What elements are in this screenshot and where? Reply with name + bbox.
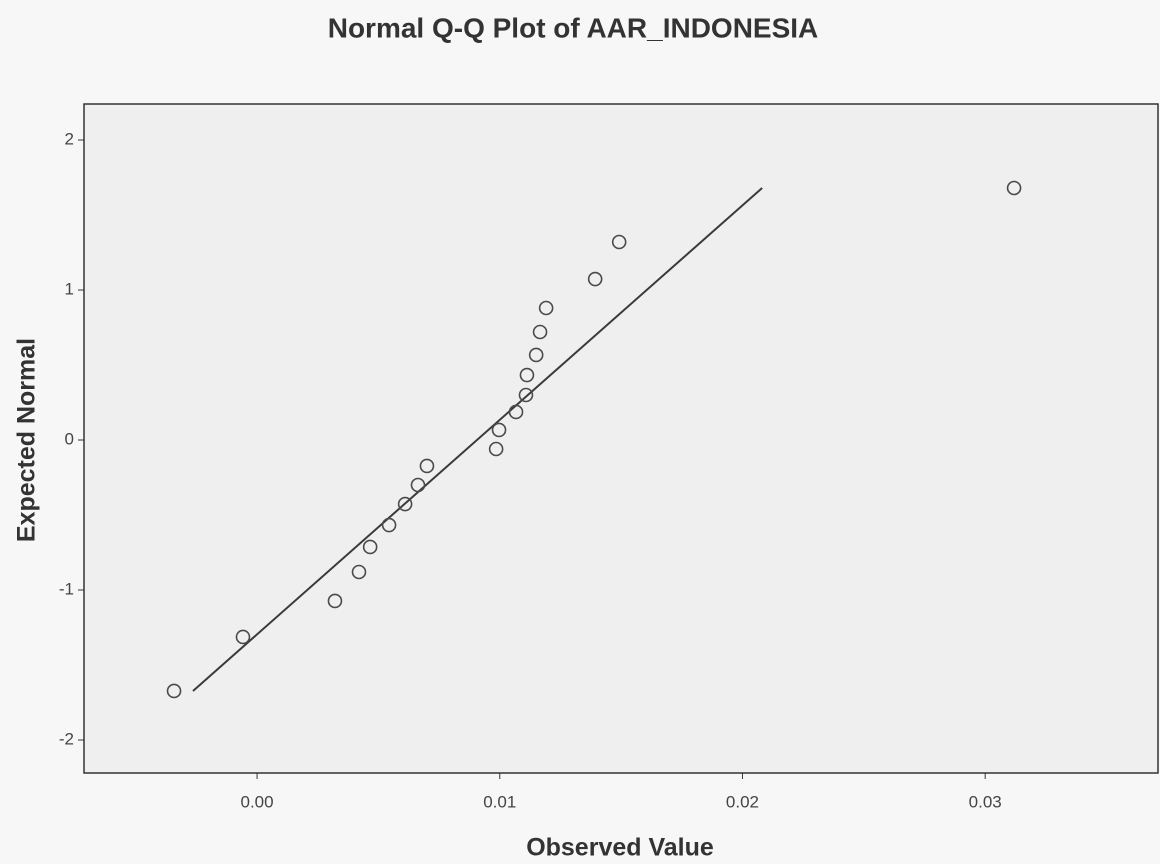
point — [235, 629, 251, 645]
point — [166, 683, 182, 699]
y-tick-label: -1 — [59, 579, 74, 598]
x-axis-label: Observed Value — [526, 834, 714, 862]
point — [381, 517, 397, 533]
point — [518, 387, 534, 403]
y-tick-label: 1 — [65, 279, 74, 298]
point — [1006, 180, 1022, 196]
y-tick-label: -2 — [59, 729, 74, 748]
point — [488, 441, 504, 457]
point — [532, 324, 548, 340]
y-axis-label: Expected Normal — [13, 338, 41, 542]
point — [519, 367, 535, 383]
x-tick-label: 0.03 — [969, 792, 1002, 811]
y-tick-label: 2 — [65, 129, 74, 148]
chart-title: Normal Q-Q Plot of AAR_INDONESIA — [328, 12, 819, 43]
point — [538, 300, 554, 316]
point — [508, 404, 524, 420]
point — [587, 271, 603, 287]
point — [351, 564, 367, 580]
reference-line — [192, 187, 763, 692]
point — [397, 496, 413, 512]
point — [491, 422, 507, 438]
x-tick-label: 0.02 — [726, 792, 759, 811]
x-tick-label: 0.00 — [241, 792, 274, 811]
y-tick-label: 0 — [65, 429, 74, 448]
plot-area — [83, 103, 1159, 774]
point — [327, 593, 343, 609]
x-tick-label: 0.01 — [483, 792, 516, 811]
point — [362, 539, 378, 555]
point — [410, 477, 426, 493]
point — [419, 458, 435, 474]
point — [611, 234, 627, 250]
point — [528, 347, 544, 363]
